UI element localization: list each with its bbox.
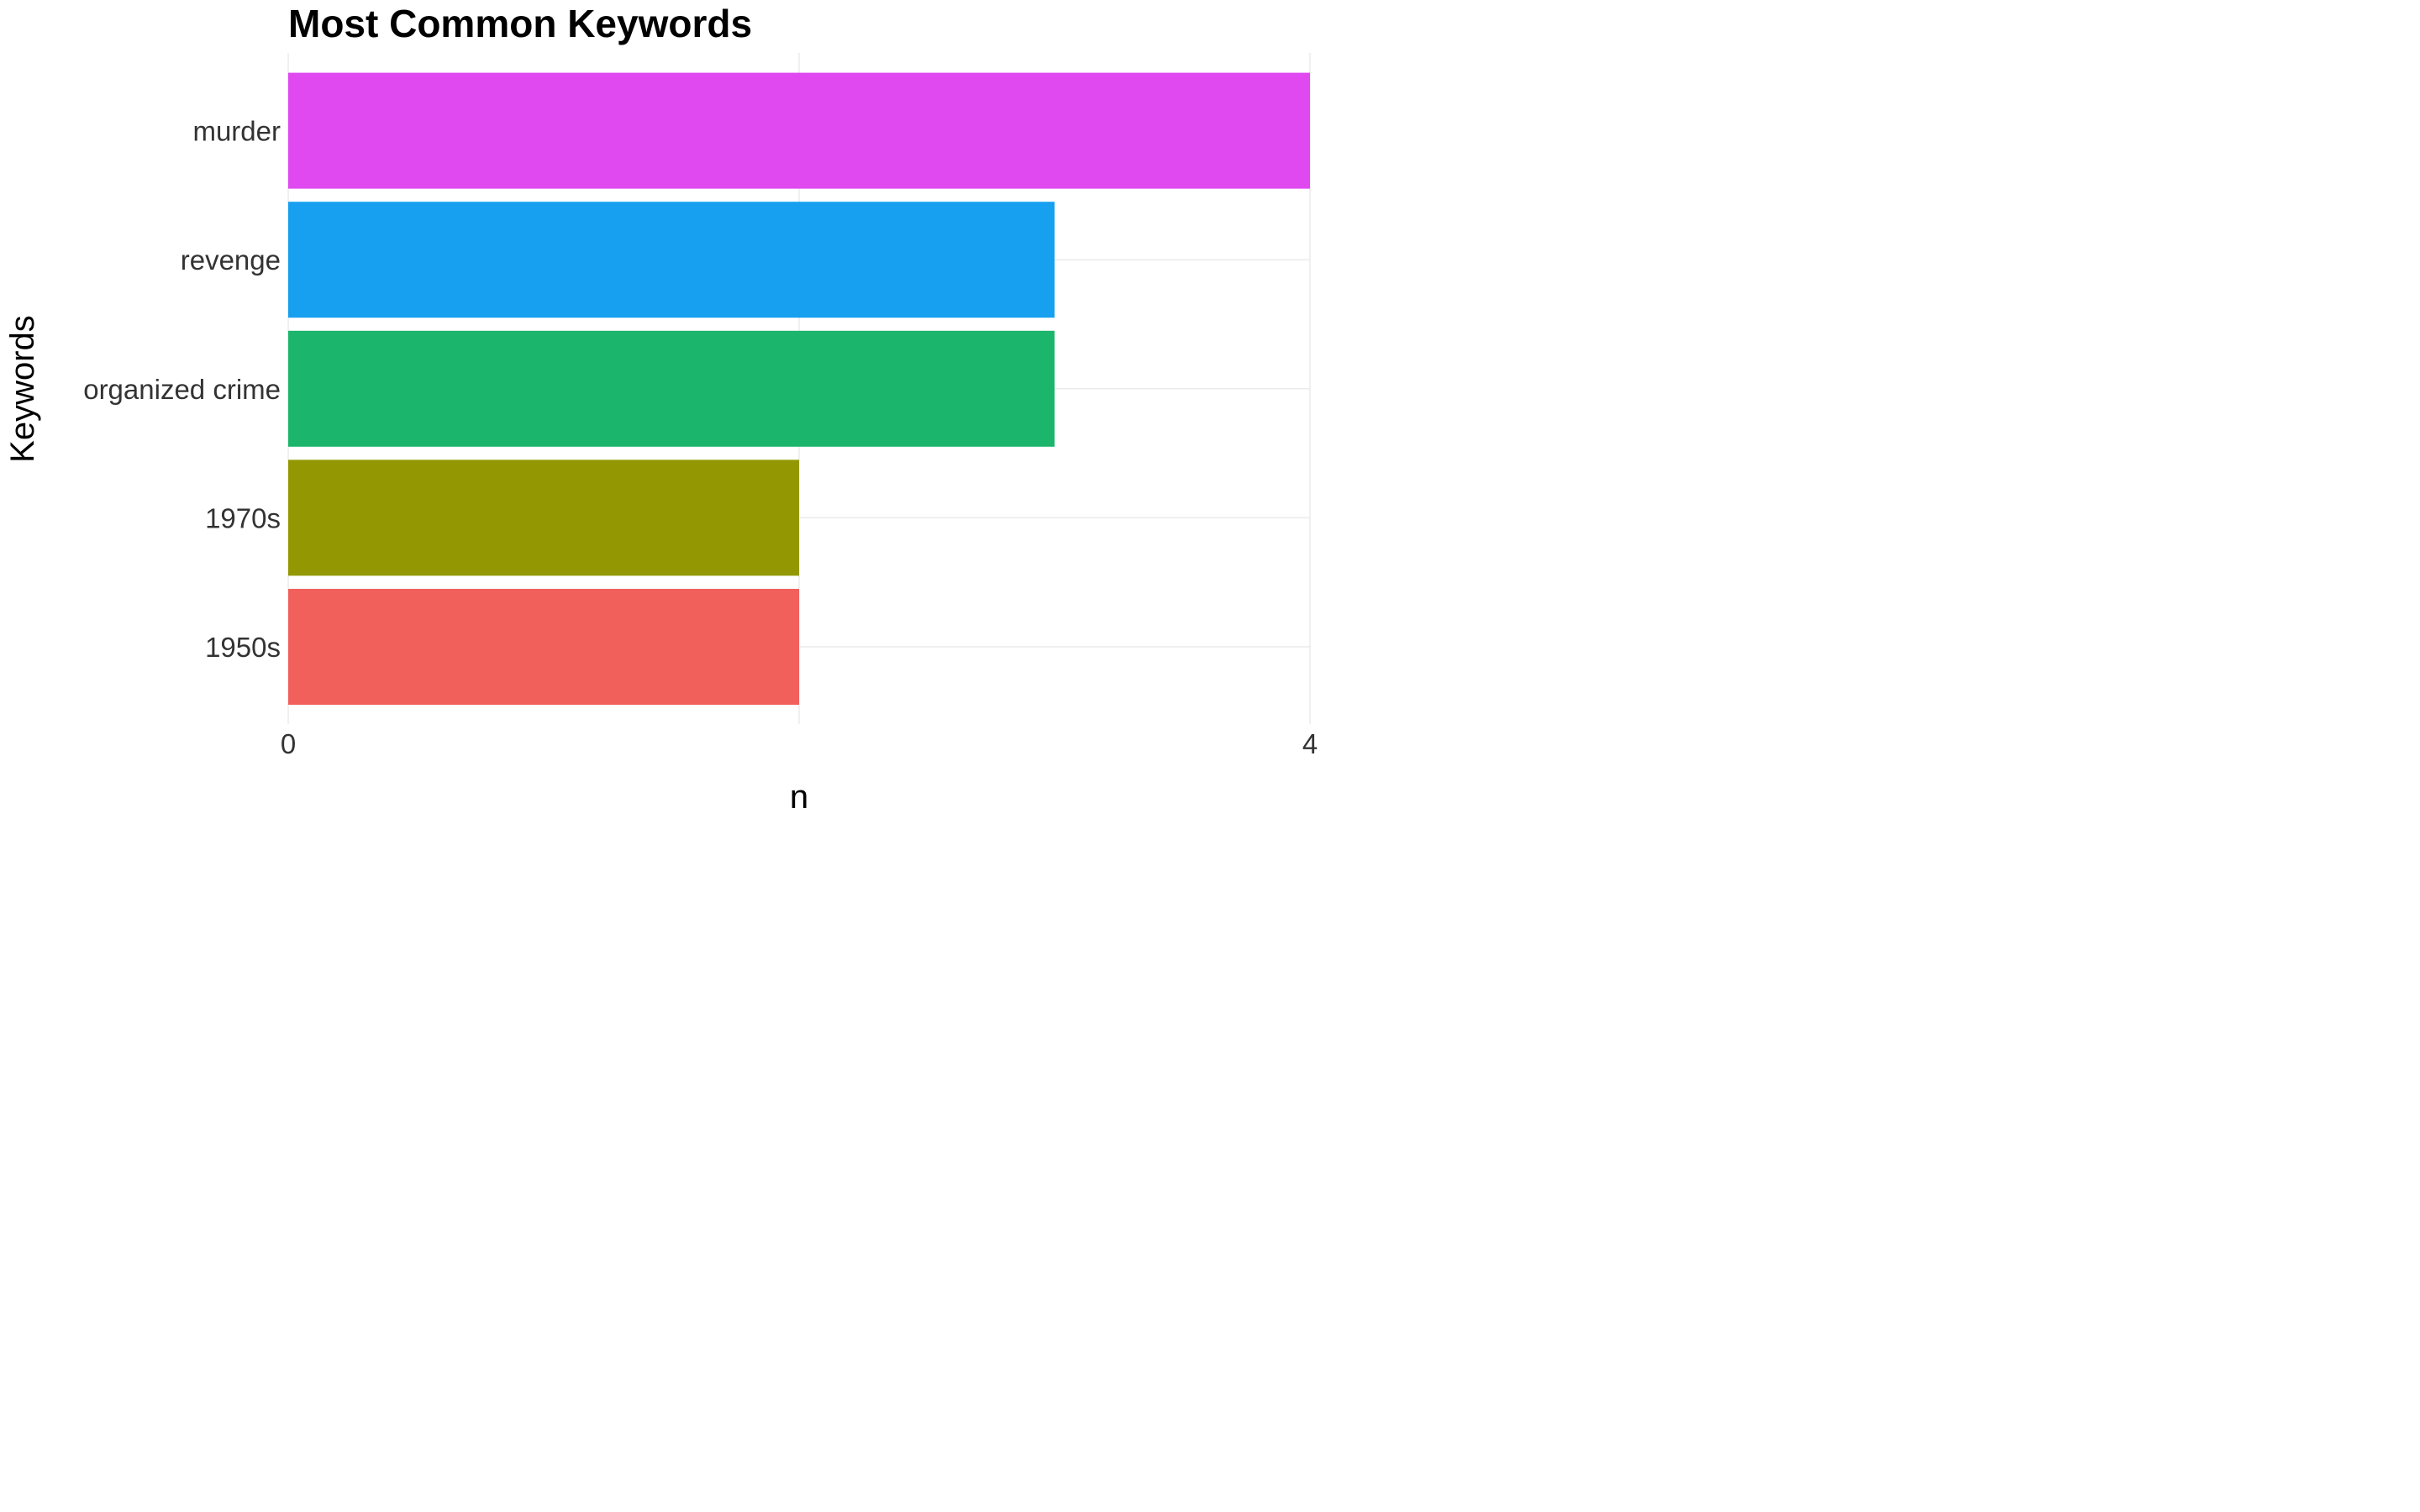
bar-organized-crime xyxy=(288,330,1055,447)
y-tick-label: organized crime xyxy=(83,374,281,405)
x-axis-title: n xyxy=(790,779,808,816)
y-axis-title: Keywords xyxy=(4,315,41,463)
x-tick-label: 0 xyxy=(281,728,296,759)
y-tick-labels: 1950s 1970s organized crime revenge murder xyxy=(83,116,281,663)
y-tick-label: revenge xyxy=(181,244,281,276)
chart-title: Most Common Keywords xyxy=(288,2,752,45)
bars xyxy=(288,72,1310,705)
bar-1950s xyxy=(288,589,799,705)
bar-murder xyxy=(288,72,1310,189)
x-tick-label: 4 xyxy=(1302,728,1318,759)
y-tick-label: 1970s xyxy=(205,502,281,533)
bar-1970s xyxy=(288,459,799,576)
y-tick-label: murder xyxy=(192,116,281,147)
y-tick-label: 1950s xyxy=(205,632,281,663)
bar-revenge xyxy=(288,202,1055,318)
bar-chart: Most Common Keywords 1950s 1970s organized… xyxy=(4,2,1318,816)
